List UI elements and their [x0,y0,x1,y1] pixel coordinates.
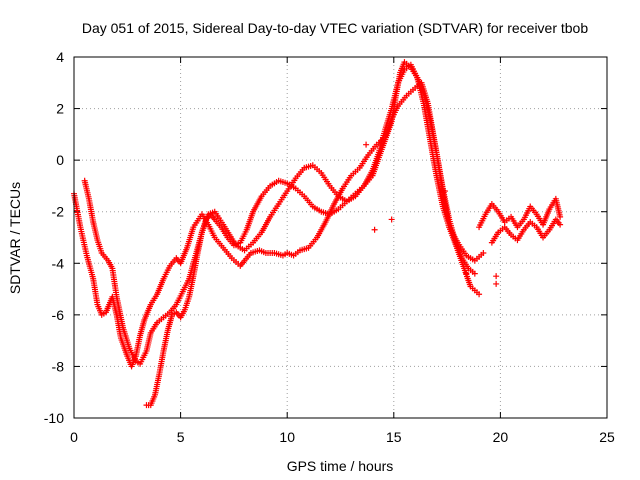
y-tick-label: 4 [56,49,64,65]
data-point [463,270,470,277]
x-tick-label: 5 [177,429,185,445]
x-tick-label: 25 [599,429,615,445]
data-point [371,226,378,233]
grid [74,57,607,418]
data-point [363,141,370,148]
axis-ticks: 0 5 10 15 20 25 -10 -8 -6 -4 -2 0 2 4 [44,49,615,445]
series-track-5 [488,216,564,246]
x-axis-label: GPS time / hours [287,458,394,474]
data-point [557,213,564,220]
y-tick-label: 2 [56,101,64,117]
y-tick-label: -6 [52,307,65,323]
data-points [71,59,564,409]
series-scatter-outliers [363,141,500,287]
y-tick-label: -10 [44,410,64,426]
x-tick-label: 10 [279,429,295,445]
series-track-2 [81,61,487,367]
y-tick-label: -8 [52,358,65,374]
series-track-1 [71,79,483,370]
data-point [471,270,478,277]
x-tick-label: 20 [493,429,509,445]
y-tick-label: -4 [52,255,65,271]
chart-title: Day 051 of 2015, Sidereal Day-to-day VTE… [82,20,589,36]
data-point [441,188,448,195]
y-tick-label: 0 [56,152,64,168]
y-axis-label: SDTVAR / TECUs [7,182,23,294]
data-point [388,216,395,223]
plot-frame [73,56,608,419]
data-point [493,273,500,280]
data-point [493,280,500,287]
data-point [557,221,564,228]
x-tick-label: 15 [386,429,402,445]
data-point [480,249,487,256]
data-point [476,291,483,298]
x-tick-label: 0 [70,429,78,445]
series-track-3 [143,59,478,409]
y-tick-label: -2 [52,204,65,220]
series-track-4 [476,195,564,231]
data-point [435,162,442,169]
